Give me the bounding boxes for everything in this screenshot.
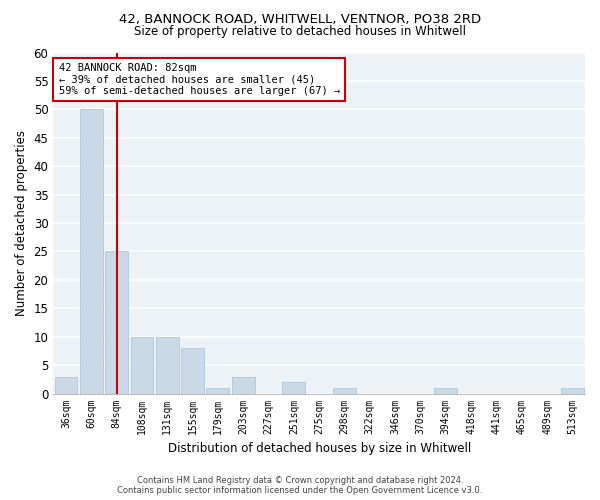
Text: 42, BANNOCK ROAD, WHITWELL, VENTNOR, PO38 2RD: 42, BANNOCK ROAD, WHITWELL, VENTNOR, PO3… xyxy=(119,12,481,26)
Bar xyxy=(561,388,584,394)
Bar xyxy=(131,336,154,394)
Bar xyxy=(80,110,103,394)
Text: Size of property relative to detached houses in Whitwell: Size of property relative to detached ho… xyxy=(134,25,466,38)
Bar xyxy=(434,388,457,394)
Bar xyxy=(105,252,128,394)
Text: Contains HM Land Registry data © Crown copyright and database right 2024.
Contai: Contains HM Land Registry data © Crown c… xyxy=(118,476,482,495)
X-axis label: Distribution of detached houses by size in Whitwell: Distribution of detached houses by size … xyxy=(167,442,471,455)
Bar xyxy=(333,388,356,394)
Bar xyxy=(232,376,254,394)
Y-axis label: Number of detached properties: Number of detached properties xyxy=(15,130,28,316)
Bar xyxy=(206,388,229,394)
Bar xyxy=(55,376,77,394)
Bar xyxy=(156,336,179,394)
Bar xyxy=(283,382,305,394)
Bar xyxy=(181,348,204,394)
Text: 42 BANNOCK ROAD: 82sqm
← 39% of detached houses are smaller (45)
59% of semi-det: 42 BANNOCK ROAD: 82sqm ← 39% of detached… xyxy=(59,62,340,96)
